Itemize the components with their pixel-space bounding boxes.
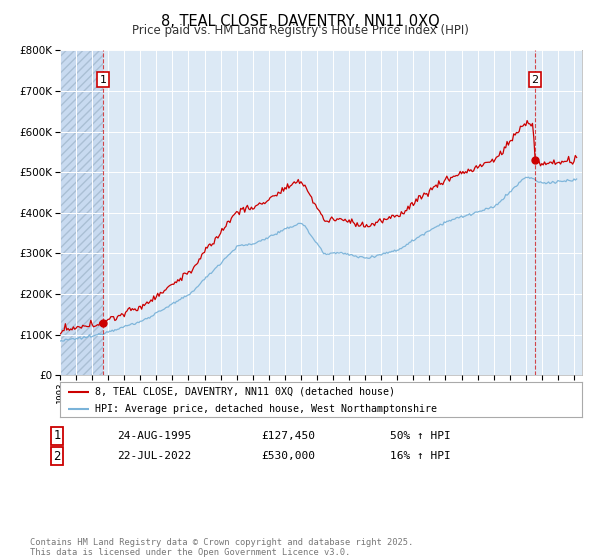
Text: 8, TEAL CLOSE, DAVENTRY, NN11 0XQ (detached house): 8, TEAL CLOSE, DAVENTRY, NN11 0XQ (detac… bbox=[95, 387, 395, 397]
Text: 2: 2 bbox=[53, 450, 61, 463]
Text: Price paid vs. HM Land Registry's House Price Index (HPI): Price paid vs. HM Land Registry's House … bbox=[131, 24, 469, 37]
Text: Contains HM Land Registry data © Crown copyright and database right 2025.
This d: Contains HM Land Registry data © Crown c… bbox=[30, 538, 413, 557]
Text: £127,450: £127,450 bbox=[261, 431, 315, 441]
Text: 1: 1 bbox=[53, 429, 61, 442]
Text: 2: 2 bbox=[532, 74, 539, 85]
Text: 8, TEAL CLOSE, DAVENTRY, NN11 0XQ: 8, TEAL CLOSE, DAVENTRY, NN11 0XQ bbox=[161, 14, 439, 29]
Bar bbox=[60, 50, 103, 375]
Text: 22-JUL-2022: 22-JUL-2022 bbox=[117, 451, 191, 461]
Text: 24-AUG-1995: 24-AUG-1995 bbox=[117, 431, 191, 441]
Text: HPI: Average price, detached house, West Northamptonshire: HPI: Average price, detached house, West… bbox=[95, 404, 437, 413]
Text: £530,000: £530,000 bbox=[261, 451, 315, 461]
Bar bbox=[60, 50, 103, 375]
Text: 50% ↑ HPI: 50% ↑ HPI bbox=[390, 431, 451, 441]
Text: 16% ↑ HPI: 16% ↑ HPI bbox=[390, 451, 451, 461]
Text: 1: 1 bbox=[100, 74, 106, 85]
